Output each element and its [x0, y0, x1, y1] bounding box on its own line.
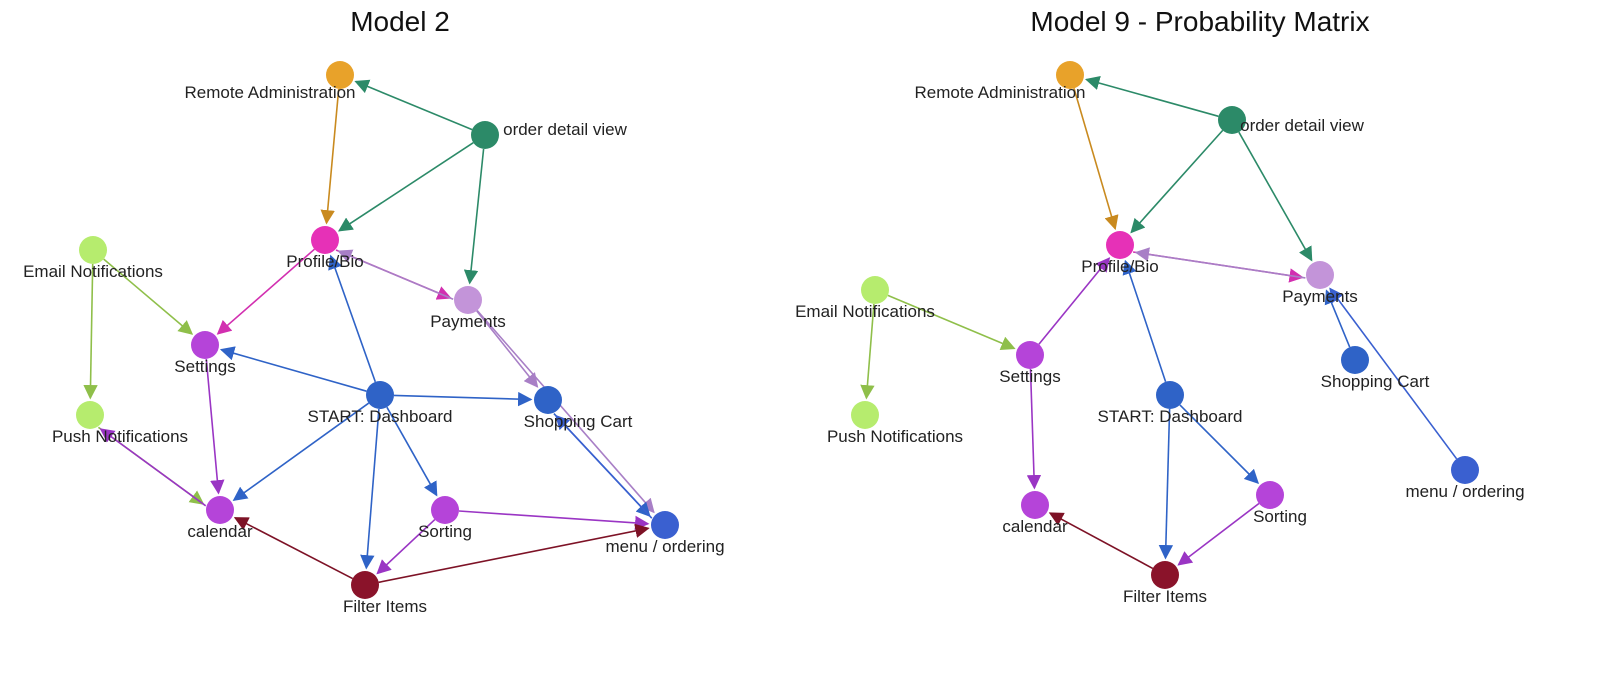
edge	[221, 350, 366, 392]
edge	[235, 518, 353, 579]
edge	[90, 264, 92, 398]
node-filter_items[interactable]	[351, 571, 379, 599]
edge	[1039, 258, 1109, 344]
node-payments[interactable]	[454, 286, 482, 314]
node-payments[interactable]	[1306, 261, 1334, 289]
edge	[331, 256, 376, 382]
node-menu_ordering[interactable]	[651, 511, 679, 539]
edge	[1131, 130, 1222, 232]
edge	[470, 149, 484, 283]
edge	[1086, 80, 1218, 117]
edge	[1125, 261, 1165, 382]
node-push_notif[interactable]	[851, 401, 879, 429]
node-profile_bio[interactable]	[311, 226, 339, 254]
node-sorting[interactable]	[1256, 481, 1284, 509]
edge	[218, 249, 315, 334]
edge	[1074, 88, 1115, 228]
edge	[104, 259, 192, 334]
edge	[339, 143, 473, 231]
nodes-group	[851, 61, 1479, 589]
network-graph	[800, 0, 1600, 681]
edge	[477, 311, 654, 513]
edge	[339, 251, 454, 299]
edge	[1050, 513, 1153, 568]
network-graph	[0, 0, 800, 681]
edge	[379, 528, 649, 582]
nodes-group	[76, 61, 679, 599]
node-order_detail[interactable]	[1218, 106, 1246, 134]
edge	[556, 416, 652, 518]
edges-group	[866, 80, 1456, 569]
node-settings[interactable]	[191, 331, 219, 359]
edge	[356, 82, 472, 130]
edge	[1330, 289, 1457, 459]
edge	[366, 409, 379, 568]
node-calendar[interactable]	[206, 496, 234, 524]
node-profile_bio[interactable]	[1106, 231, 1134, 259]
graph-panel-right: Model 9 - Probability MatrixRemote Admin…	[800, 0, 1600, 681]
edge	[1166, 409, 1170, 558]
edge	[866, 304, 874, 398]
node-settings[interactable]	[1016, 341, 1044, 369]
node-order_detail[interactable]	[471, 121, 499, 149]
edge	[1136, 253, 1305, 278]
edge	[477, 311, 538, 387]
node-shopping_cart[interactable]	[1341, 346, 1369, 374]
edge	[1180, 405, 1258, 483]
node-remote_admin[interactable]	[1056, 61, 1084, 89]
node-shopping_cart[interactable]	[534, 386, 562, 414]
node-push_notif[interactable]	[76, 401, 104, 429]
edge	[1179, 504, 1259, 565]
edge	[459, 511, 648, 524]
node-calendar[interactable]	[1021, 491, 1049, 519]
node-email_notif[interactable]	[79, 236, 107, 264]
edge	[234, 403, 369, 500]
edge	[206, 359, 218, 493]
edge	[1031, 369, 1035, 488]
node-remote_admin[interactable]	[326, 61, 354, 89]
node-sorting[interactable]	[431, 496, 459, 524]
edge	[888, 295, 1014, 348]
edge	[1239, 132, 1312, 260]
edges-group	[90, 82, 654, 583]
graph-panel-left: Model 2Remote Administrationorder detail…	[0, 0, 800, 681]
node-dashboard[interactable]	[1156, 381, 1184, 409]
node-menu_ordering[interactable]	[1451, 456, 1479, 484]
node-dashboard[interactable]	[366, 381, 394, 409]
edge	[394, 395, 531, 399]
edge	[377, 520, 434, 574]
node-email_notif[interactable]	[861, 276, 889, 304]
node-filter_items[interactable]	[1151, 561, 1179, 589]
edge	[101, 429, 206, 506]
edge	[387, 407, 437, 495]
edge	[327, 89, 339, 223]
